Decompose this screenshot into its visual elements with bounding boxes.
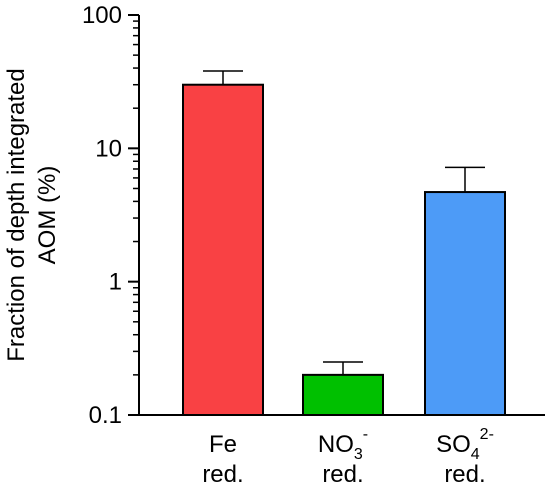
- y-tick-label: 0.1: [89, 402, 122, 429]
- y-axis-ticks: 0.1 1 10 100: [82, 2, 139, 429]
- y-tick-label: 100: [82, 2, 122, 29]
- y-axis-title-line-1: Fraction of depth integrated: [3, 68, 30, 362]
- category-label-line-1: NO3-: [318, 426, 368, 463]
- category-label-line-1: SO42-: [436, 426, 494, 463]
- bar: [302, 373, 384, 417]
- axes: [138, 15, 545, 416]
- category-label-line-2: red.: [202, 461, 243, 488]
- bars: [182, 70, 506, 417]
- category-label-line-2: red.: [322, 461, 363, 488]
- category-label-line-2: red.: [444, 461, 485, 488]
- bar: [182, 83, 264, 416]
- y-tick-label: 1: [109, 269, 122, 296]
- category-label-line-1: Fe: [209, 431, 237, 458]
- y-tick-label: 10: [95, 135, 122, 162]
- bar: [424, 191, 506, 416]
- y-axis-title: Fraction of depth integrated AOM (%): [3, 68, 61, 362]
- y-axis-title-line-2: AOM (%): [34, 166, 61, 265]
